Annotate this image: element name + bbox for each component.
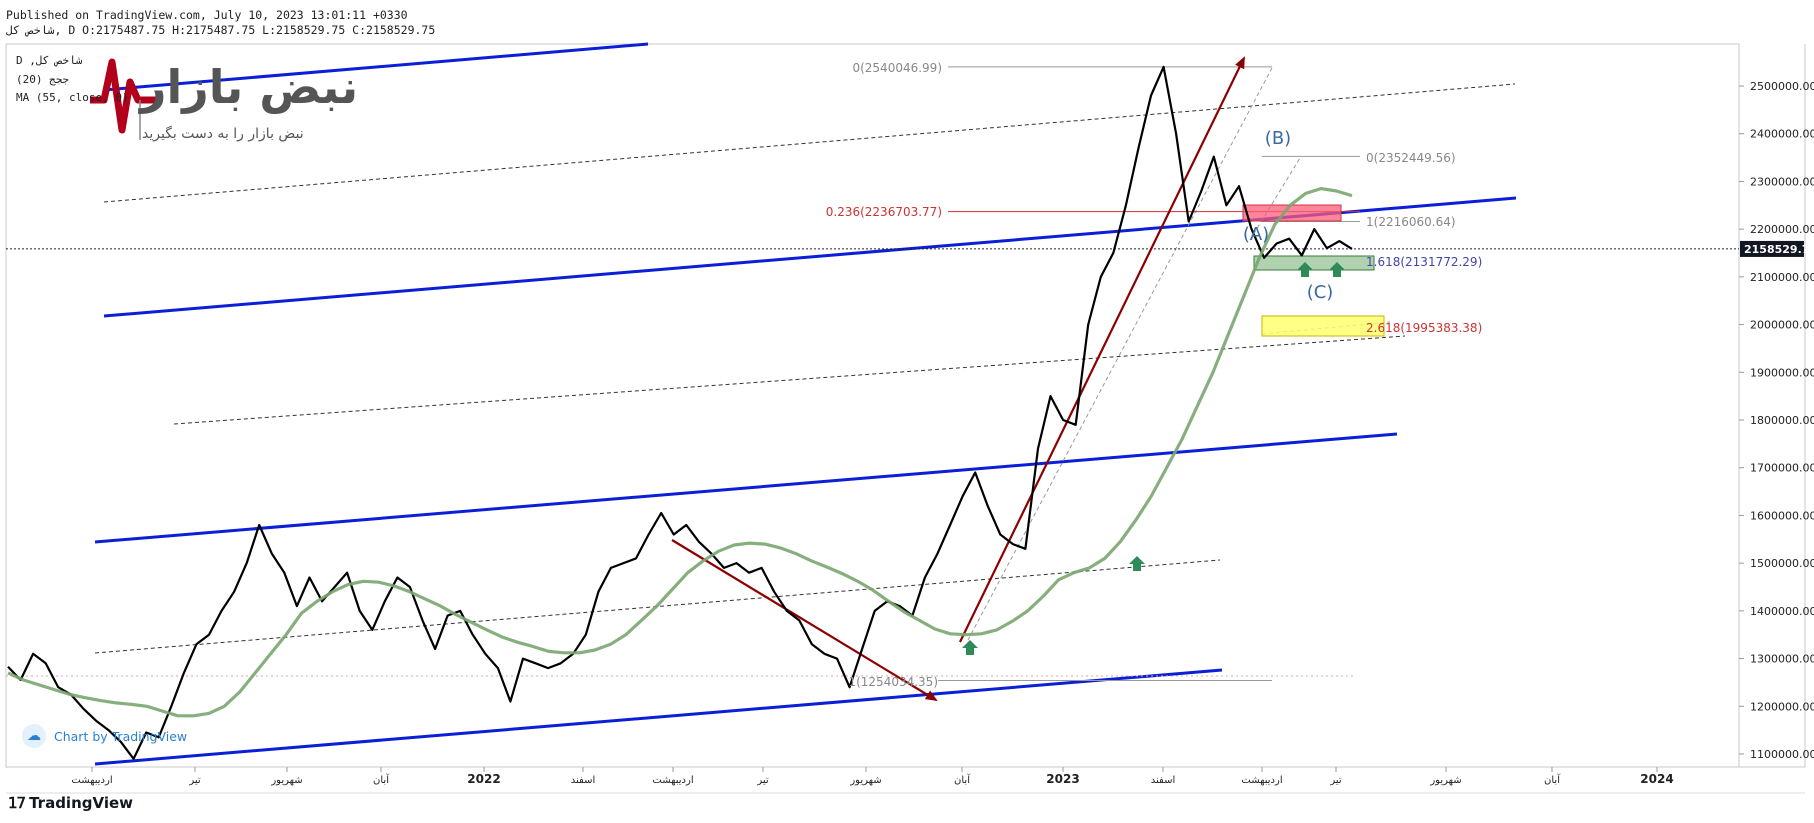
- y-tick-label: 1300000.00: [1750, 653, 1814, 666]
- wave-label: (A): [1243, 224, 1269, 245]
- x-tick-label: شهریور: [849, 775, 881, 786]
- buy-marker-icon: [1297, 262, 1313, 277]
- fib-level-label: 0(2352449.56): [1366, 151, 1456, 165]
- price-series-line: [7, 65, 1353, 760]
- x-tick-label: آبان: [954, 773, 971, 786]
- x-tick-label: اسفند: [571, 775, 595, 786]
- down-arrow: [671, 539, 938, 702]
- buy-marker-icon: [1329, 262, 1345, 277]
- x-tick-label: 2022: [467, 772, 500, 786]
- x-tick-label: 2023: [1046, 772, 1079, 786]
- fib-guide-line: [1249, 157, 1301, 241]
- x-tick-label: تیر: [1329, 775, 1342, 786]
- wave-label: (C): [1307, 282, 1334, 303]
- support-zone: [1253, 255, 1375, 271]
- fib-level-label: 1(1254034.35): [848, 675, 938, 689]
- last-price-badge: [1740, 240, 1804, 257]
- published-info: Published on TradingView.com, July 10, 2…: [6, 8, 408, 22]
- x-tick-label: 2024: [1640, 772, 1673, 786]
- y-tick-label: 2400000.00: [1750, 128, 1814, 141]
- footer-brand-label: TradingView: [29, 794, 134, 812]
- x-tick-label: اردیبهشت: [652, 775, 693, 786]
- channel-line: [94, 668, 1223, 766]
- y-tick-label: 2500000.00: [1750, 80, 1814, 93]
- resistance-zone: [1242, 204, 1342, 222]
- x-tick-label: آبان: [1544, 773, 1561, 786]
- y-tick-label: 1700000.00: [1750, 462, 1814, 475]
- channel-midline: [173, 335, 1406, 425]
- last-price-label: 2158529.75: [1744, 243, 1814, 256]
- legend-indicator-ma[interactable]: MA (55, close, 0): [16, 91, 129, 104]
- pulse-logo-icon: [90, 58, 160, 140]
- y-tick-label: 2200000.00: [1750, 223, 1814, 236]
- y-tick-label: 1400000.00: [1750, 605, 1814, 618]
- legend-symbol[interactable]: D ,شاخص کل: [16, 54, 83, 67]
- y-tick-label: 2000000.00: [1750, 319, 1814, 332]
- y-tick-label: 1600000.00: [1750, 509, 1814, 522]
- ohlc-info: شاخص کل, D O:2175487.75 H:2175487.75 L:2…: [6, 23, 436, 37]
- legend-indicator-1[interactable]: (20) ججج: [16, 73, 69, 86]
- buy-marker-icon: [1129, 556, 1145, 571]
- channel-midline: [103, 83, 1516, 203]
- y-tick-label: 1800000.00: [1750, 414, 1814, 427]
- channel-line: [103, 42, 649, 92]
- chart-by-label: Chart by TradingView: [54, 728, 188, 744]
- fib-level-label: 1(2216060.64): [1366, 215, 1456, 229]
- y-tick-label: 1200000.00: [1750, 700, 1814, 713]
- y-tick-label: 1900000.00: [1750, 366, 1814, 379]
- x-tick-label: اردیبهشت: [71, 775, 112, 786]
- channel-line: [94, 432, 1398, 544]
- cloud-icon: ☁: [22, 724, 46, 748]
- up-arrow: [959, 56, 1245, 643]
- tradingview-logo-icon: 𝟣𝟩: [8, 794, 26, 812]
- y-tick-label: 2100000.00: [1750, 271, 1814, 284]
- watermark-brand: نبض بازار: [140, 60, 359, 114]
- target-zone: [1261, 315, 1385, 337]
- fib-guide-line: [967, 67, 1273, 641]
- ma-series-line: [7, 187, 1353, 718]
- wave-label: (B): [1265, 128, 1291, 149]
- watermark-slogan: نبض بازار را به دست بگیرید: [142, 126, 304, 142]
- y-tick-label: 2300000.00: [1750, 175, 1814, 188]
- buy-marker-icon: [962, 640, 978, 655]
- fib-level-label: 0.236(2236703.77): [826, 205, 942, 219]
- x-tick-label: شهریور: [1429, 775, 1461, 786]
- chart-by-tradingview[interactable]: ☁ Chart by TradingView: [22, 724, 187, 748]
- x-tick-label: تیر: [188, 775, 201, 786]
- x-tick-label: تیر: [756, 775, 769, 786]
- x-tick-label: شهریور: [270, 775, 302, 786]
- x-tick-label: اسفند: [1151, 775, 1175, 786]
- y-tick-label: 1100000.00: [1750, 748, 1814, 761]
- channel-midline: [94, 559, 1221, 654]
- x-tick-label: آبان: [373, 773, 390, 786]
- fib-level-label: 0(2540046.99): [852, 61, 942, 75]
- footer-brand[interactable]: 𝟣𝟩 TradingView: [8, 794, 133, 812]
- fib-level-label: 1.618(2131772.29): [1366, 255, 1482, 269]
- watermark-logo: [90, 52, 180, 146]
- fib-level-label: 2.618(1995383.38): [1366, 321, 1482, 335]
- x-tick-label: اردیبهشت: [1241, 775, 1282, 786]
- y-tick-label: 1500000.00: [1750, 557, 1814, 570]
